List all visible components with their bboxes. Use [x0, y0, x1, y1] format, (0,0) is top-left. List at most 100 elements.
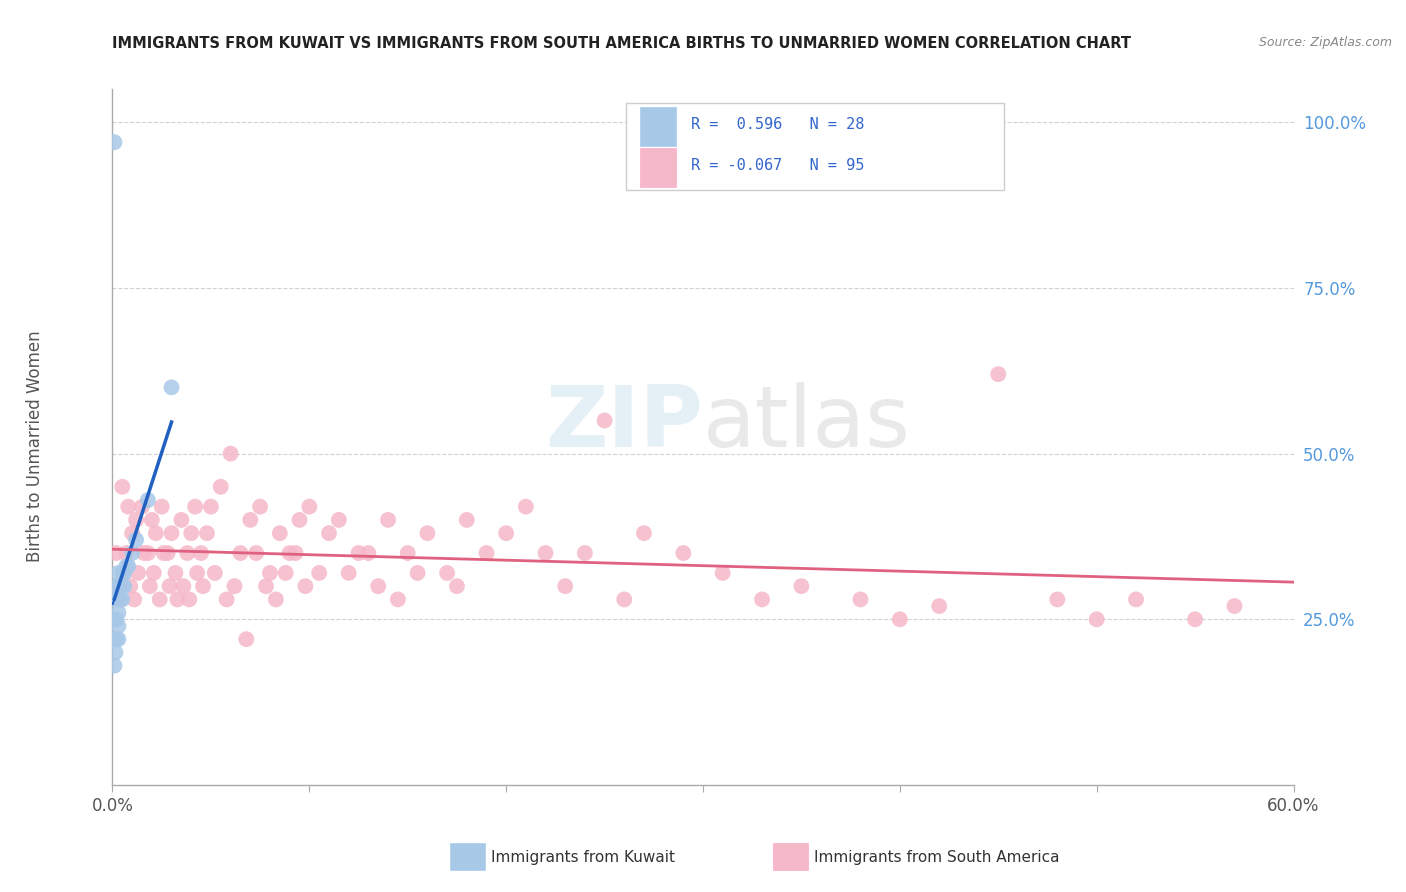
Point — [475, 546, 498, 560]
Point — [1125, 592, 1147, 607]
Text: R = -0.067   N = 95: R = -0.067 N = 95 — [692, 158, 865, 173]
Text: Births to Unmarried Women: Births to Unmarried Women — [27, 330, 44, 562]
Text: ZIP: ZIP — [546, 382, 703, 465]
Point — [245, 546, 267, 560]
Point — [928, 599, 950, 613]
Point — [298, 500, 321, 514]
Point — [120, 579, 142, 593]
Text: atlas: atlas — [703, 382, 911, 465]
Point — [127, 566, 149, 580]
Point — [111, 480, 134, 494]
Point — [751, 592, 773, 607]
Point — [190, 546, 212, 560]
Point — [176, 546, 198, 560]
Point — [166, 592, 188, 607]
Point — [121, 526, 143, 541]
Point — [117, 500, 139, 514]
Point — [254, 579, 277, 593]
Point — [107, 579, 129, 593]
Point — [259, 566, 281, 580]
Point — [269, 526, 291, 541]
Point — [446, 579, 468, 593]
Point — [104, 645, 127, 659]
Point — [121, 546, 143, 560]
Point — [170, 513, 193, 527]
Point — [142, 566, 165, 580]
Point — [987, 367, 1010, 381]
Point — [396, 546, 419, 560]
Point — [131, 500, 153, 514]
Point — [112, 566, 135, 580]
Point — [200, 500, 222, 514]
Point — [103, 612, 125, 626]
Text: IMMIGRANTS FROM KUWAIT VS IMMIGRANTS FROM SOUTH AMERICA BIRTHS TO UNMARRIED WOME: IMMIGRANTS FROM KUWAIT VS IMMIGRANTS FRO… — [112, 36, 1132, 51]
Point — [534, 546, 557, 560]
Point — [180, 526, 202, 541]
Point — [105, 546, 128, 560]
Point — [195, 526, 218, 541]
Point — [347, 546, 370, 560]
Point — [110, 592, 132, 607]
Point — [235, 632, 257, 647]
Point — [495, 526, 517, 541]
Point — [593, 413, 616, 427]
Text: Immigrants from Kuwait: Immigrants from Kuwait — [491, 850, 675, 864]
Point — [107, 619, 129, 633]
Point — [125, 513, 148, 527]
Point — [149, 592, 172, 607]
FancyBboxPatch shape — [626, 103, 1004, 190]
Point — [160, 380, 183, 394]
Point — [318, 526, 340, 541]
Point — [574, 546, 596, 560]
Point — [159, 579, 181, 593]
Point — [249, 500, 271, 514]
Point — [711, 566, 734, 580]
Point — [105, 612, 128, 626]
Point — [515, 500, 537, 514]
Point — [107, 579, 129, 593]
Point — [889, 612, 911, 626]
Point — [790, 579, 813, 593]
Point — [613, 592, 636, 607]
Point — [224, 579, 246, 593]
Point — [107, 566, 129, 580]
Point — [125, 533, 148, 547]
Point — [160, 526, 183, 541]
Point — [184, 500, 207, 514]
Point — [111, 566, 134, 580]
Point — [633, 526, 655, 541]
Point — [849, 592, 872, 607]
Point — [328, 513, 350, 527]
Point — [105, 579, 128, 593]
Point — [139, 579, 162, 593]
Point — [111, 592, 134, 607]
Point — [112, 566, 135, 580]
Point — [436, 566, 458, 580]
Point — [191, 579, 214, 593]
Point — [278, 546, 301, 560]
Point — [172, 579, 194, 593]
Point — [1046, 592, 1069, 607]
Point — [229, 546, 252, 560]
Point — [357, 546, 380, 560]
Point — [110, 592, 132, 607]
Point — [294, 579, 316, 593]
Point — [1223, 599, 1246, 613]
Point — [264, 592, 287, 607]
Point — [337, 566, 360, 580]
Point — [132, 546, 155, 560]
Bar — [640, 148, 676, 186]
Point — [416, 526, 439, 541]
Point — [186, 566, 208, 580]
Point — [367, 579, 389, 593]
Text: Immigrants from South America: Immigrants from South America — [814, 850, 1060, 864]
Point — [219, 447, 242, 461]
Point — [1085, 612, 1108, 626]
Point — [111, 579, 134, 593]
Point — [215, 592, 238, 607]
Point — [672, 546, 695, 560]
Point — [117, 559, 139, 574]
Text: Source: ZipAtlas.com: Source: ZipAtlas.com — [1258, 36, 1392, 49]
Point — [107, 606, 129, 620]
Text: R =  0.596   N = 28: R = 0.596 N = 28 — [692, 118, 865, 132]
